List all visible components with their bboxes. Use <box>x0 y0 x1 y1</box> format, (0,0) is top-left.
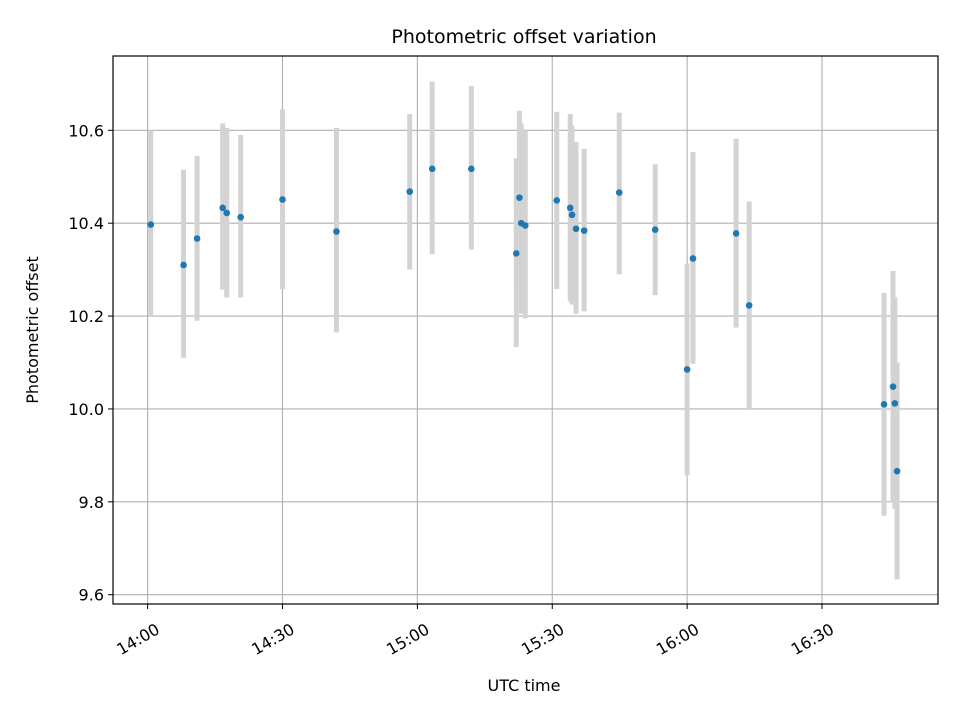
data-point <box>615 189 623 196</box>
x-axis-title: UTC time <box>488 676 561 695</box>
data-point <box>279 196 286 203</box>
data-points <box>147 165 901 475</box>
x-tick-label: 14:00 <box>113 619 162 659</box>
chart-title: Photometric offset variation <box>391 26 656 48</box>
data-point <box>893 467 901 475</box>
data-point <box>568 211 576 219</box>
y-tick-label: 10.2 <box>68 307 104 326</box>
data-point <box>580 227 588 234</box>
data-point <box>516 194 523 201</box>
data-point <box>889 383 897 390</box>
data-point <box>512 250 520 257</box>
y-axis-title: Photometric offset <box>23 256 42 404</box>
y-tick-label: 10.6 <box>68 121 104 140</box>
x-tick-label: 14:30 <box>248 619 297 659</box>
data-point <box>180 261 187 269</box>
y-tick-label: 9.6 <box>79 586 104 605</box>
data-point <box>880 401 888 408</box>
data-point <box>147 221 155 228</box>
data-point <box>689 255 697 262</box>
data-point <box>521 222 529 229</box>
x-tick-label: 15:30 <box>518 619 567 659</box>
error-bars <box>148 81 900 580</box>
data-point <box>333 228 340 235</box>
data-point <box>406 188 414 195</box>
data-point <box>572 225 580 233</box>
data-point <box>219 204 227 212</box>
data-point <box>237 213 244 221</box>
data-point <box>651 226 659 233</box>
data-point <box>745 302 753 309</box>
data-point <box>223 209 231 217</box>
y-tick-label: 10.0 <box>68 400 104 419</box>
data-point <box>428 165 436 173</box>
data-point <box>566 204 574 212</box>
y-tick-label: 10.4 <box>68 214 104 233</box>
data-point <box>193 235 201 242</box>
data-point <box>468 165 475 173</box>
y-tick-label: 9.8 <box>79 493 104 512</box>
x-tick-label: 16:30 <box>788 619 837 659</box>
y-axis-ticks: 9.6 9.8 10.0 10.2 10.4 10.6 <box>68 121 113 605</box>
x-tick-label: 16:00 <box>653 619 702 659</box>
data-point <box>732 230 740 237</box>
data-point <box>553 197 561 204</box>
data-point <box>683 366 691 373</box>
x-tick-label: 15:00 <box>383 619 432 659</box>
plot-area-frame <box>112 55 939 605</box>
data-point <box>891 400 899 407</box>
x-axis-ticks: 14:00 14:30 15:00 15:30 16:00 16:30 <box>113 604 837 659</box>
